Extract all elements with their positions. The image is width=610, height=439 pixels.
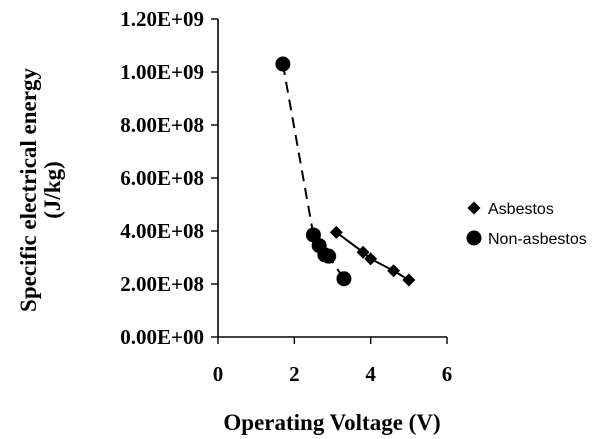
legend-label-non-asbestos: Non-asbestos	[488, 231, 587, 248]
x-axis-title: Operating Voltage (V)	[223, 410, 440, 435]
legend-marker-non-asbestos	[466, 230, 482, 246]
y-tick-label: 2.00E+08	[120, 272, 204, 296]
legend-label-asbestos: Asbestos	[488, 201, 554, 218]
point-asbestos	[402, 273, 416, 287]
legend-marker-asbestos	[467, 201, 481, 215]
point-asbestos	[356, 245, 370, 259]
y-axis-ticks: 0.00E+00 2.00E+08 4.00E+08 6.00E+08 8.00E+08…	[120, 7, 218, 349]
point-non-asbestos	[336, 271, 352, 287]
point-asbestos	[329, 225, 343, 239]
legend: Asbestos Non-asbestos	[466, 201, 587, 248]
y-tick-label: 0.00E+00	[120, 325, 204, 349]
x-tick-label: 4	[365, 362, 376, 386]
point-asbestos	[387, 264, 401, 278]
y-tick-label: 4.00E+08	[120, 219, 204, 243]
y-tick-label: 8.00E+08	[120, 113, 204, 137]
y-axis-title-line1: Specific electrical energy	[16, 68, 41, 312]
y-tick-label: 6.00E+08	[120, 166, 204, 190]
x-axis-ticks: 0 2 4 6	[213, 337, 453, 386]
y-tick-label: 1.00E+09	[120, 60, 204, 84]
point-non-asbestos	[275, 56, 291, 72]
data-points	[275, 56, 416, 287]
x-tick-label: 0	[213, 362, 224, 386]
y-axis-title-line2: (J/kg)	[40, 161, 65, 219]
point-non-asbestos	[321, 248, 337, 264]
x-tick-label: 6	[442, 362, 453, 386]
trendlines	[281, 63, 410, 281]
y-tick-label: 1.20E+09	[120, 7, 204, 31]
point-asbestos	[364, 252, 378, 266]
x-tick-label: 2	[289, 362, 300, 386]
